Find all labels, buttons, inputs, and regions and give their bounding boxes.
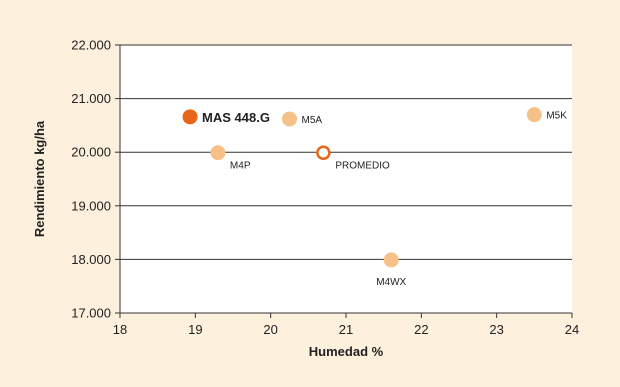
- x-tick-label: 21: [339, 322, 353, 337]
- data-point-label: M4P: [230, 161, 251, 172]
- y-tick-label: 19.000: [71, 198, 111, 213]
- x-tick-label: 18: [113, 322, 127, 337]
- x-axis-title: Humedad %: [309, 344, 384, 359]
- data-point: [182, 109, 198, 125]
- x-tick-label: 24: [565, 322, 579, 337]
- data-point: [316, 145, 331, 160]
- x-tick-label: 22: [414, 322, 428, 337]
- x-tick-label: 20: [263, 322, 277, 337]
- y-tick-label: 22.000: [71, 38, 111, 53]
- x-tick-label: 19: [188, 322, 202, 337]
- y-tick-label: 21.000: [71, 91, 111, 106]
- data-point-label: M5K: [546, 111, 567, 122]
- data-point-label: MAS 448.G: [202, 110, 270, 125]
- data-point: [383, 252, 399, 268]
- y-tick-label: 17.000: [71, 306, 111, 321]
- data-point: [210, 145, 226, 161]
- axes: 17.000 18.000 19.000 20.000 21.000 22.000 18 19…: [71, 38, 579, 338]
- data-point: [526, 107, 542, 123]
- y-tick-label: 18.000: [71, 252, 111, 267]
- data-point-label: M4WX: [376, 277, 406, 288]
- data-point-label: M5A: [302, 115, 323, 126]
- x-tick-label: 23: [489, 322, 503, 337]
- y-tick-label: 20.000: [71, 145, 111, 160]
- data-point: [282, 111, 297, 127]
- plot-area: [120, 45, 572, 313]
- y-axis-title: Rendimiento kg/ha: [32, 120, 47, 237]
- data-points: MAS 448.G M5A M4P PROMEDIO M5K M4WX: [182, 107, 567, 288]
- data-point-label: PROMEDIO: [335, 161, 390, 172]
